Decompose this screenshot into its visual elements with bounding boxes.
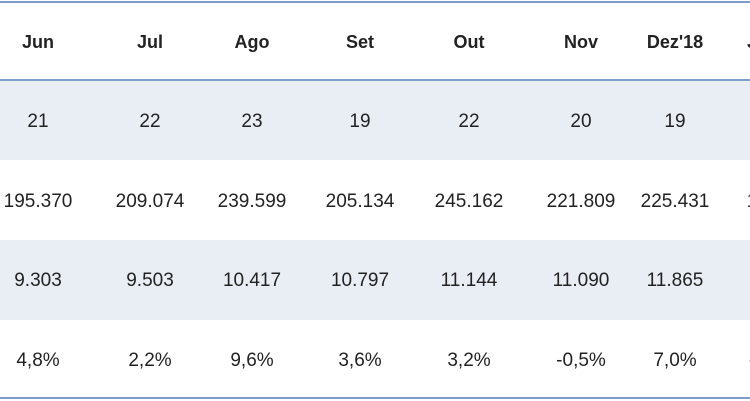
- header-cell: Set: [345, 32, 374, 52]
- table-cell: 22: [458, 111, 480, 132]
- table-cell: 9,6%: [230, 349, 274, 371]
- table-cell: -: [692, 350, 750, 372]
- header-cell: J: [692, 32, 750, 53]
- table-cell: 10.417: [222, 270, 282, 291]
- table-cell: 22: [139, 111, 161, 132]
- header-border: [0, 79, 750, 81]
- table-cell: 11.865: [646, 270, 704, 291]
- table-cell: 23: [241, 111, 263, 132]
- table-cell: 3,2%: [447, 349, 491, 371]
- table-cell: 245.162: [434, 190, 504, 212]
- top-border: [0, 1, 750, 3]
- header-cell: Ago: [234, 32, 270, 52]
- table-cell: 1: [692, 191, 750, 213]
- table-cell: 7,0%: [653, 349, 697, 371]
- table-cell: 209.074: [115, 190, 185, 212]
- table-cell: 2,2%: [128, 349, 172, 371]
- header-cell: Out: [453, 32, 485, 52]
- table-cell: 3,6%: [338, 349, 382, 371]
- header-cell: Jul: [136, 32, 163, 52]
- table-cell: 11.090: [552, 270, 610, 291]
- table-cell: 195.370: [3, 190, 73, 212]
- table-cell: 221.809: [546, 190, 616, 212]
- table-cell: 9.303: [14, 270, 62, 291]
- table-cell: 11.144: [440, 270, 498, 291]
- table-cell: 21: [27, 111, 49, 132]
- table-cell: 225.431: [640, 190, 710, 212]
- header-cell: Jun: [21, 32, 54, 52]
- table-cell: 19: [349, 111, 371, 132]
- table-cell: 19: [664, 111, 686, 132]
- header-cell: Nov: [563, 32, 598, 52]
- table-cell: 9.503: [126, 270, 174, 291]
- table-cell: 10.797: [330, 270, 390, 291]
- row-band: [0, 240, 750, 320]
- row-band: [0, 80, 750, 160]
- table-cell: 4,8%: [16, 349, 60, 371]
- table-cell: 20: [570, 111, 592, 132]
- bottom-border: [0, 397, 750, 399]
- table-cell: -0,5%: [556, 349, 606, 371]
- header-cell: Dez'18: [646, 32, 704, 52]
- table-cell: 205.134: [325, 190, 395, 212]
- table-cell: 239.599: [217, 190, 287, 212]
